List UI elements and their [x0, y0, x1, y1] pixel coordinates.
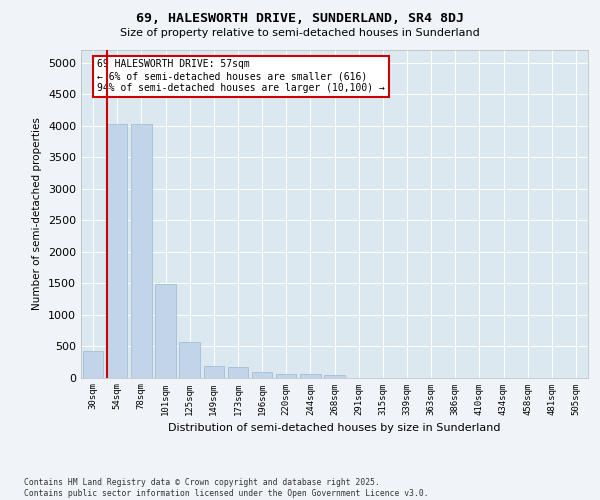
Bar	[227, 367, 248, 378]
Bar	[300, 374, 320, 378]
Text: Contains HM Land Registry data © Crown copyright and database right 2025.
Contai: Contains HM Land Registry data © Crown c…	[24, 478, 428, 498]
Bar	[324, 376, 345, 378]
Bar	[83, 351, 103, 378]
Text: 69 HALESWORTH DRIVE: 57sqm
← 6% of semi-detached houses are smaller (616)
94% of: 69 HALESWORTH DRIVE: 57sqm ← 6% of semi-…	[97, 60, 385, 92]
Bar	[276, 374, 296, 378]
Bar	[155, 284, 176, 378]
Bar	[203, 366, 224, 378]
Text: 69, HALESWORTH DRIVE, SUNDERLAND, SR4 8DJ: 69, HALESWORTH DRIVE, SUNDERLAND, SR4 8D…	[136, 12, 464, 26]
Bar	[179, 342, 200, 378]
Bar	[107, 124, 127, 378]
X-axis label: Distribution of semi-detached houses by size in Sunderland: Distribution of semi-detached houses by …	[168, 423, 501, 433]
Y-axis label: Number of semi-detached properties: Number of semi-detached properties	[32, 118, 43, 310]
Bar	[252, 372, 272, 378]
Bar	[131, 124, 152, 378]
Text: Size of property relative to semi-detached houses in Sunderland: Size of property relative to semi-detach…	[120, 28, 480, 38]
